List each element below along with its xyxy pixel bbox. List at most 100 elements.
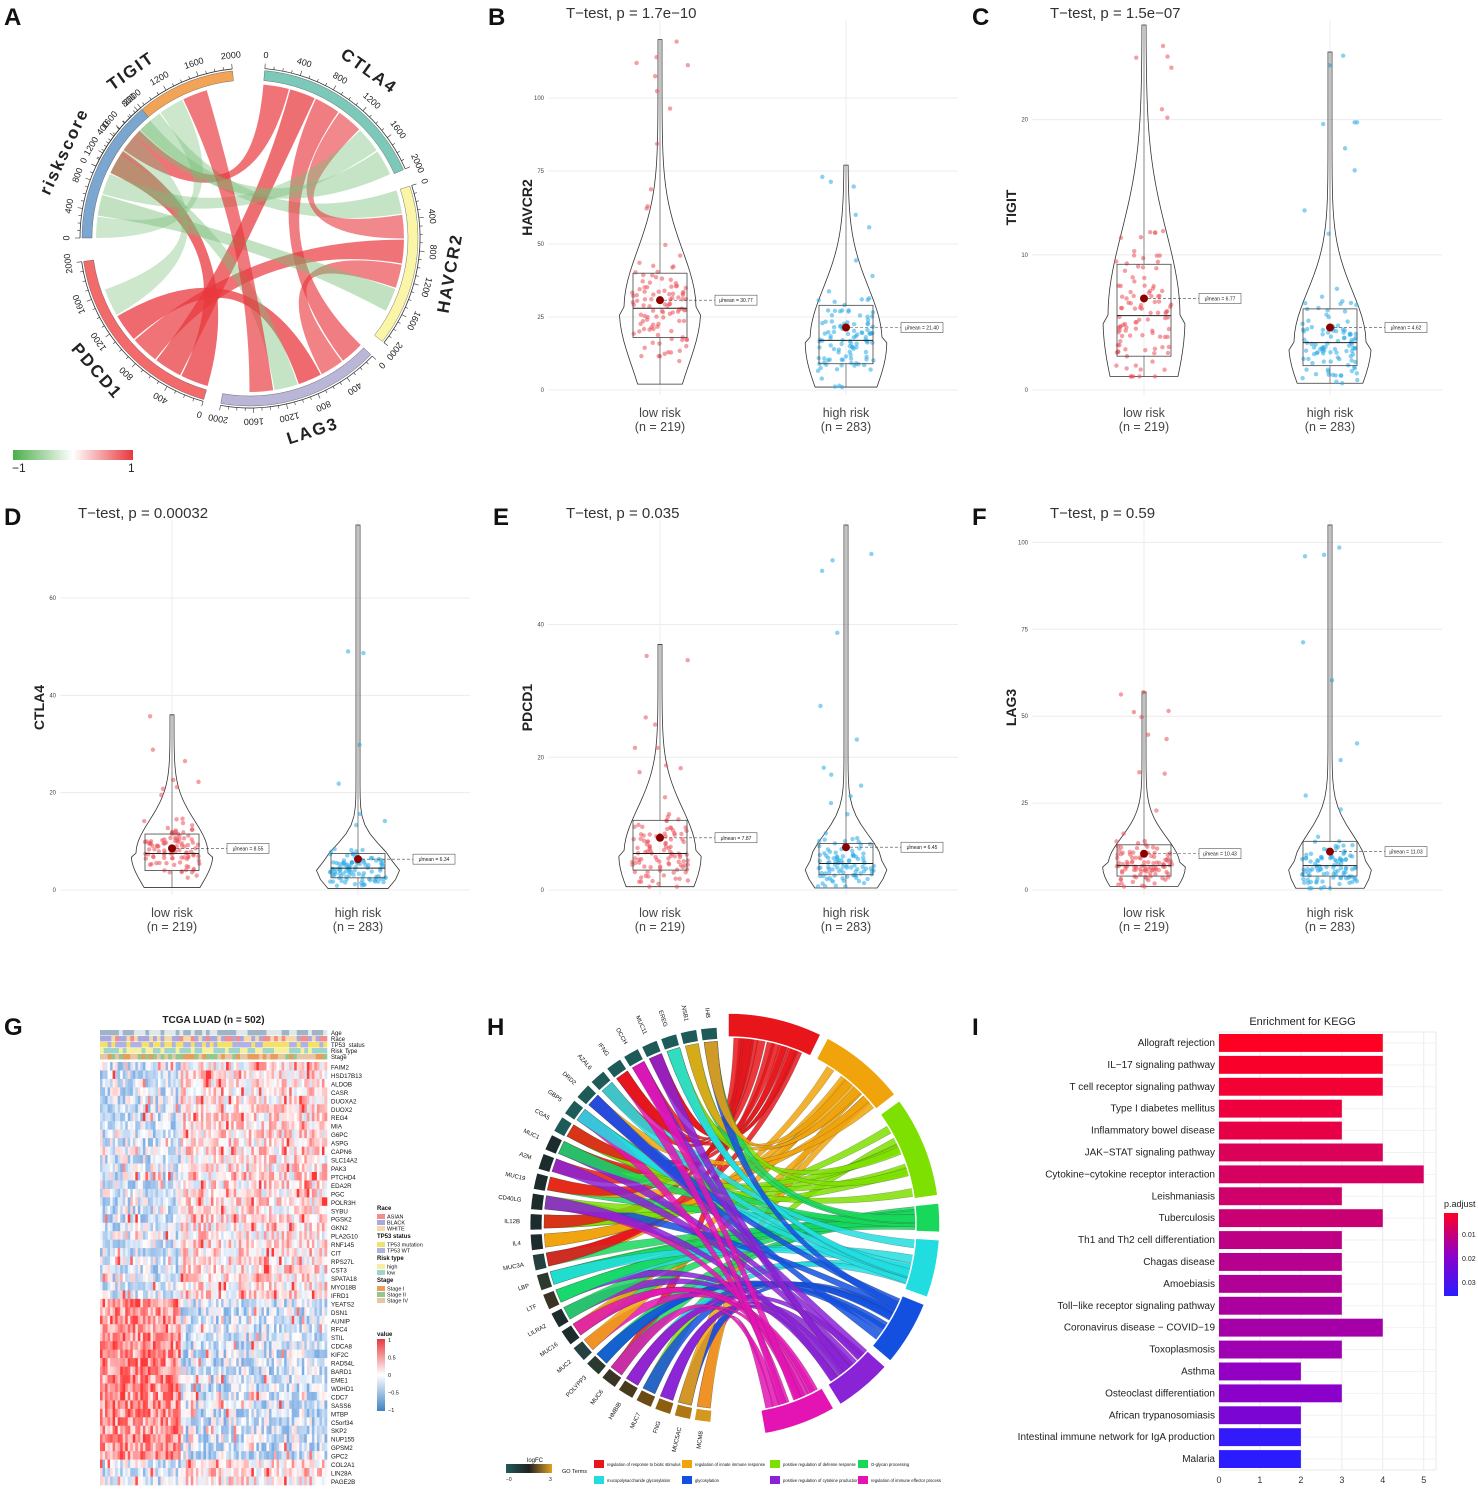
heatmap-cell — [296, 1062, 300, 1071]
data-point — [1150, 359, 1155, 364]
heatmap-cell — [218, 1256, 222, 1266]
heatmap-cell — [120, 1062, 123, 1071]
heatmap-cell — [241, 1281, 245, 1291]
heatmap-cell — [117, 1358, 121, 1367]
heatmap-cell — [175, 1171, 179, 1181]
heatmap-cell — [281, 1298, 285, 1308]
heatmap-cell — [170, 1214, 174, 1224]
heatmap-cell — [112, 1256, 116, 1266]
heatmap-cell — [185, 1281, 189, 1291]
data-point — [651, 263, 656, 269]
heatmap-cell — [163, 1095, 166, 1105]
heatmap-cell — [120, 1281, 123, 1291]
heatmap-cell — [218, 1078, 222, 1088]
heatmap-cell — [324, 1298, 328, 1308]
heatmap-cell — [231, 1078, 234, 1088]
heatmap-cell — [306, 1307, 310, 1317]
annotation-cell — [100, 1048, 105, 1054]
heatmap-cell — [314, 1324, 318, 1334]
heatmap-cell — [168, 1062, 171, 1071]
heatmap-cell — [279, 1256, 282, 1266]
heatmap-cell — [188, 1349, 192, 1359]
heatmap-cell — [173, 1307, 176, 1317]
heatmap-cell — [271, 1205, 275, 1215]
sector-tick — [381, 128, 385, 131]
heatmap-cell — [271, 1248, 275, 1257]
heatmap-cell — [319, 1138, 323, 1147]
annotation-cell — [243, 1036, 248, 1042]
heatmap-cell — [271, 1214, 275, 1224]
heatmap-cell — [213, 1290, 217, 1300]
group-count: (n = 283) — [1305, 920, 1355, 934]
heatmap-cell — [115, 1171, 118, 1181]
heatmap-cell — [306, 1256, 310, 1266]
heatmap-cell — [170, 1281, 174, 1291]
heatmap-cell — [130, 1222, 134, 1232]
heatmap-cell — [210, 1248, 214, 1257]
sector-tick-label: 400 — [426, 208, 438, 224]
heatmap-cell — [309, 1332, 313, 1342]
heatmap-cell — [193, 1231, 197, 1240]
heatmap-cell — [155, 1171, 159, 1181]
annotation-cell — [179, 1042, 184, 1048]
heatmap-cell — [241, 1197, 245, 1207]
sector-tick-label: 0 — [263, 50, 269, 60]
data-point — [1311, 345, 1317, 350]
heatmap-cell — [203, 1349, 207, 1359]
heatmap-cell — [268, 1214, 272, 1224]
heatmap-cell — [304, 1121, 308, 1130]
group-label: low risk — [151, 906, 193, 920]
heatmap-cell — [100, 1332, 103, 1342]
heatmap-cell — [316, 1087, 320, 1097]
correlation-ribbon — [110, 151, 219, 387]
heatmap-cell — [142, 1155, 146, 1164]
heatmap-cell — [236, 1180, 240, 1190]
heatmap-cell — [122, 1358, 126, 1367]
heatmap-cell — [105, 1307, 108, 1317]
data-point — [1121, 884, 1127, 889]
heatmap-cell — [205, 1349, 209, 1359]
heatmap-cell — [319, 1281, 323, 1291]
heatmap-cell — [173, 1070, 176, 1080]
heatmap-cell — [284, 1121, 287, 1130]
heatmap-cell — [178, 1248, 182, 1257]
heatmap-cell — [294, 1070, 298, 1080]
heatmap-cell — [231, 1188, 234, 1198]
annotation-cell — [152, 1048, 158, 1054]
heatmap-cell — [274, 1231, 277, 1240]
heatmap-cell — [180, 1205, 184, 1215]
heatmap-cell — [243, 1078, 247, 1088]
heatmap-cell — [210, 1087, 214, 1097]
annotation-cell — [107, 1036, 112, 1042]
heatmap-cell — [115, 1248, 118, 1257]
heatmap-cell — [203, 1188, 207, 1198]
heatmap-cell — [175, 1256, 179, 1266]
heatmap-cell — [299, 1138, 303, 1147]
heatmap-cell — [256, 1087, 260, 1097]
data-point — [1152, 350, 1157, 356]
annotation-cell — [300, 1030, 305, 1036]
sector-tick — [84, 185, 88, 188]
data-point — [1348, 332, 1353, 337]
data-point — [829, 878, 834, 883]
group-count: (n = 283) — [333, 920, 383, 934]
data-point — [1345, 319, 1350, 324]
heatmap-cell — [253, 1188, 257, 1198]
heatmap-cell — [309, 1121, 313, 1130]
heatmap-cell — [223, 1222, 227, 1232]
mean-label-box — [1384, 322, 1428, 333]
heatmap-cell — [238, 1298, 242, 1308]
heatmap-cell — [256, 1248, 260, 1257]
data-point — [378, 866, 383, 871]
sector-tick — [353, 372, 356, 376]
heatmap-cell — [127, 1062, 131, 1071]
annotation-cell — [122, 1048, 127, 1054]
heatmap-cell — [228, 1146, 232, 1156]
heatmap-cell — [251, 1222, 255, 1232]
heatmap-cell — [233, 1104, 237, 1114]
heatmap-cell — [160, 1163, 164, 1173]
heatmap-cell — [258, 1315, 262, 1325]
heatmap-cell — [210, 1171, 214, 1181]
mean-label-box — [900, 322, 944, 333]
heatmap-cell — [188, 1324, 192, 1334]
